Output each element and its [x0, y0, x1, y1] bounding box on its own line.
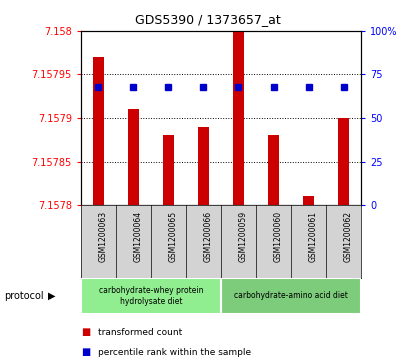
Bar [163, 135, 174, 205]
Text: ▶: ▶ [48, 291, 55, 301]
Text: carbohydrate-whey protein
hydrolysate diet: carbohydrate-whey protein hydrolysate di… [99, 286, 203, 306]
Bar [338, 118, 349, 205]
Bar [221, 278, 361, 314]
Bar [233, 31, 244, 205]
Text: percentile rank within the sample: percentile rank within the sample [98, 348, 251, 356]
Text: GSM1200066: GSM1200066 [203, 211, 212, 262]
Text: GSM1200065: GSM1200065 [168, 211, 178, 262]
Text: carbohydrate-amino acid diet: carbohydrate-amino acid diet [234, 291, 348, 300]
Bar [198, 127, 209, 205]
Bar [303, 196, 314, 205]
Text: GDS5390 / 1373657_at: GDS5390 / 1373657_at [134, 13, 281, 26]
Text: transformed count: transformed count [98, 328, 182, 337]
Text: ■: ■ [81, 327, 90, 337]
Text: GSM1200064: GSM1200064 [134, 211, 142, 262]
Text: GSM1200063: GSM1200063 [98, 211, 107, 262]
Bar [93, 57, 104, 205]
Text: GSM1200061: GSM1200061 [308, 211, 317, 262]
Text: protocol: protocol [4, 291, 44, 301]
Bar [268, 135, 279, 205]
Bar [81, 278, 221, 314]
Text: ■: ■ [81, 347, 90, 357]
Text: GSM1200060: GSM1200060 [273, 211, 283, 262]
Text: GSM1200059: GSM1200059 [239, 211, 247, 262]
Bar [128, 109, 139, 205]
Text: GSM1200062: GSM1200062 [344, 211, 352, 262]
